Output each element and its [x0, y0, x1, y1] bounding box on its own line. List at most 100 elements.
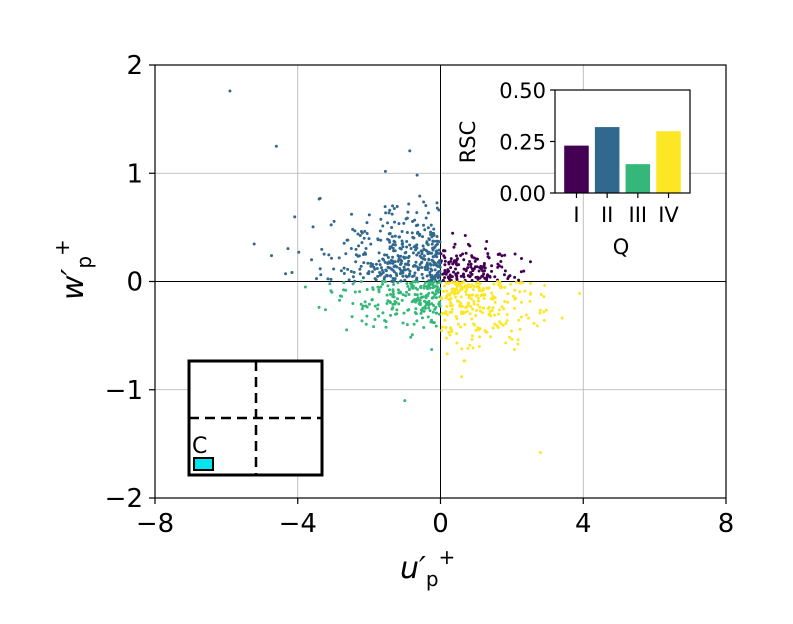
scatter-point	[528, 260, 532, 264]
scatter-point	[470, 278, 474, 282]
scatter-point	[433, 293, 437, 297]
scatter-point	[458, 304, 462, 308]
scatter-point	[416, 280, 420, 284]
scatter-point	[404, 250, 408, 254]
scatter-point	[456, 322, 460, 326]
scatter-point	[501, 323, 505, 327]
scatter-point	[460, 305, 464, 309]
scatter-point	[469, 285, 473, 289]
scatter-point	[454, 267, 458, 271]
scatter-point	[361, 276, 365, 280]
scatter-point	[480, 289, 484, 293]
scatter-point	[423, 228, 427, 232]
scatter-point	[356, 254, 360, 258]
scatter-point	[513, 288, 517, 292]
scatter-point	[434, 311, 438, 315]
scatter-point	[466, 347, 470, 351]
scatter-point	[408, 269, 412, 273]
scatter-point	[430, 268, 434, 272]
scatter-point	[542, 295, 546, 299]
scatter-point	[408, 149, 412, 153]
scatter-point	[434, 250, 438, 254]
scatter-point	[455, 341, 459, 345]
scatter-point	[407, 263, 411, 267]
scatter-point	[463, 323, 467, 327]
inset-x-axis-label: Q	[613, 235, 630, 259]
scatter-point	[430, 258, 434, 262]
scatter-point	[413, 218, 417, 222]
scatter-point	[447, 330, 451, 334]
scatter-point	[524, 313, 528, 317]
scatter-point	[381, 270, 385, 274]
scatter-point	[486, 255, 490, 259]
scatter-point	[367, 270, 371, 274]
scatter-point	[470, 255, 474, 259]
scatter-point	[560, 316, 564, 320]
scatter-point	[427, 299, 431, 303]
scatter-point	[421, 316, 425, 320]
scatter-point	[431, 283, 435, 287]
scatter-point	[506, 300, 510, 304]
scatter-point	[460, 375, 464, 379]
scatter-point	[465, 284, 469, 288]
scatter-point	[513, 275, 517, 279]
scatter-point	[338, 294, 342, 298]
scatter-point	[476, 296, 480, 300]
inset-bar	[594, 127, 620, 193]
scatter-point	[480, 274, 484, 278]
scatter-point	[466, 266, 470, 270]
scatter-point	[474, 328, 478, 332]
scatter-point	[507, 335, 511, 339]
scatter-point	[384, 211, 388, 215]
scatter-point	[482, 265, 486, 269]
scatter-point	[415, 287, 419, 291]
scatter-point	[513, 297, 517, 301]
scatter-point	[460, 281, 464, 285]
scatter-point	[455, 276, 459, 280]
x-tick-label: −4	[279, 509, 317, 539]
scatter-point	[493, 322, 497, 326]
scatter-point	[389, 313, 393, 317]
scatter-point	[399, 269, 403, 273]
scatter-point	[443, 259, 447, 263]
scatter-point	[470, 337, 474, 341]
scatter-point	[405, 239, 409, 243]
scatter-point	[452, 245, 456, 249]
scatter-point	[319, 273, 323, 277]
scatter-point	[463, 310, 467, 314]
scatter-point	[510, 337, 514, 341]
scatter-point	[497, 283, 501, 287]
scatter-point	[303, 285, 307, 289]
scatter-point	[427, 306, 431, 310]
scatter-point	[392, 239, 396, 243]
scatter-point	[389, 274, 393, 278]
scatter-point	[342, 272, 346, 276]
scatter-point	[383, 169, 387, 173]
scatter-point	[432, 260, 436, 264]
scatter-point	[367, 302, 371, 306]
scatter-point	[423, 265, 427, 269]
scatter-point	[394, 272, 398, 276]
scatter-point	[417, 251, 421, 255]
scatter-point	[373, 304, 377, 308]
scatter-point	[401, 271, 405, 275]
scatter-point	[512, 306, 516, 310]
scatter-point	[465, 287, 469, 291]
x-axis-label-sub: p	[426, 567, 439, 591]
scatter-point	[488, 313, 492, 317]
scatter-point	[464, 269, 468, 273]
scatter-point	[379, 266, 383, 270]
scatter-point	[498, 281, 502, 285]
scatter-point	[342, 241, 346, 245]
scatter-point	[450, 330, 454, 334]
scatter-point	[398, 235, 402, 239]
scatter-point	[395, 265, 399, 269]
y-tick-label: 2	[126, 51, 143, 81]
scatter-point	[358, 290, 362, 294]
scatter-point	[451, 231, 455, 235]
scatter-point	[437, 248, 441, 252]
scatter-point	[578, 291, 582, 295]
scatter-point	[535, 324, 539, 328]
scatter-point	[444, 281, 448, 285]
